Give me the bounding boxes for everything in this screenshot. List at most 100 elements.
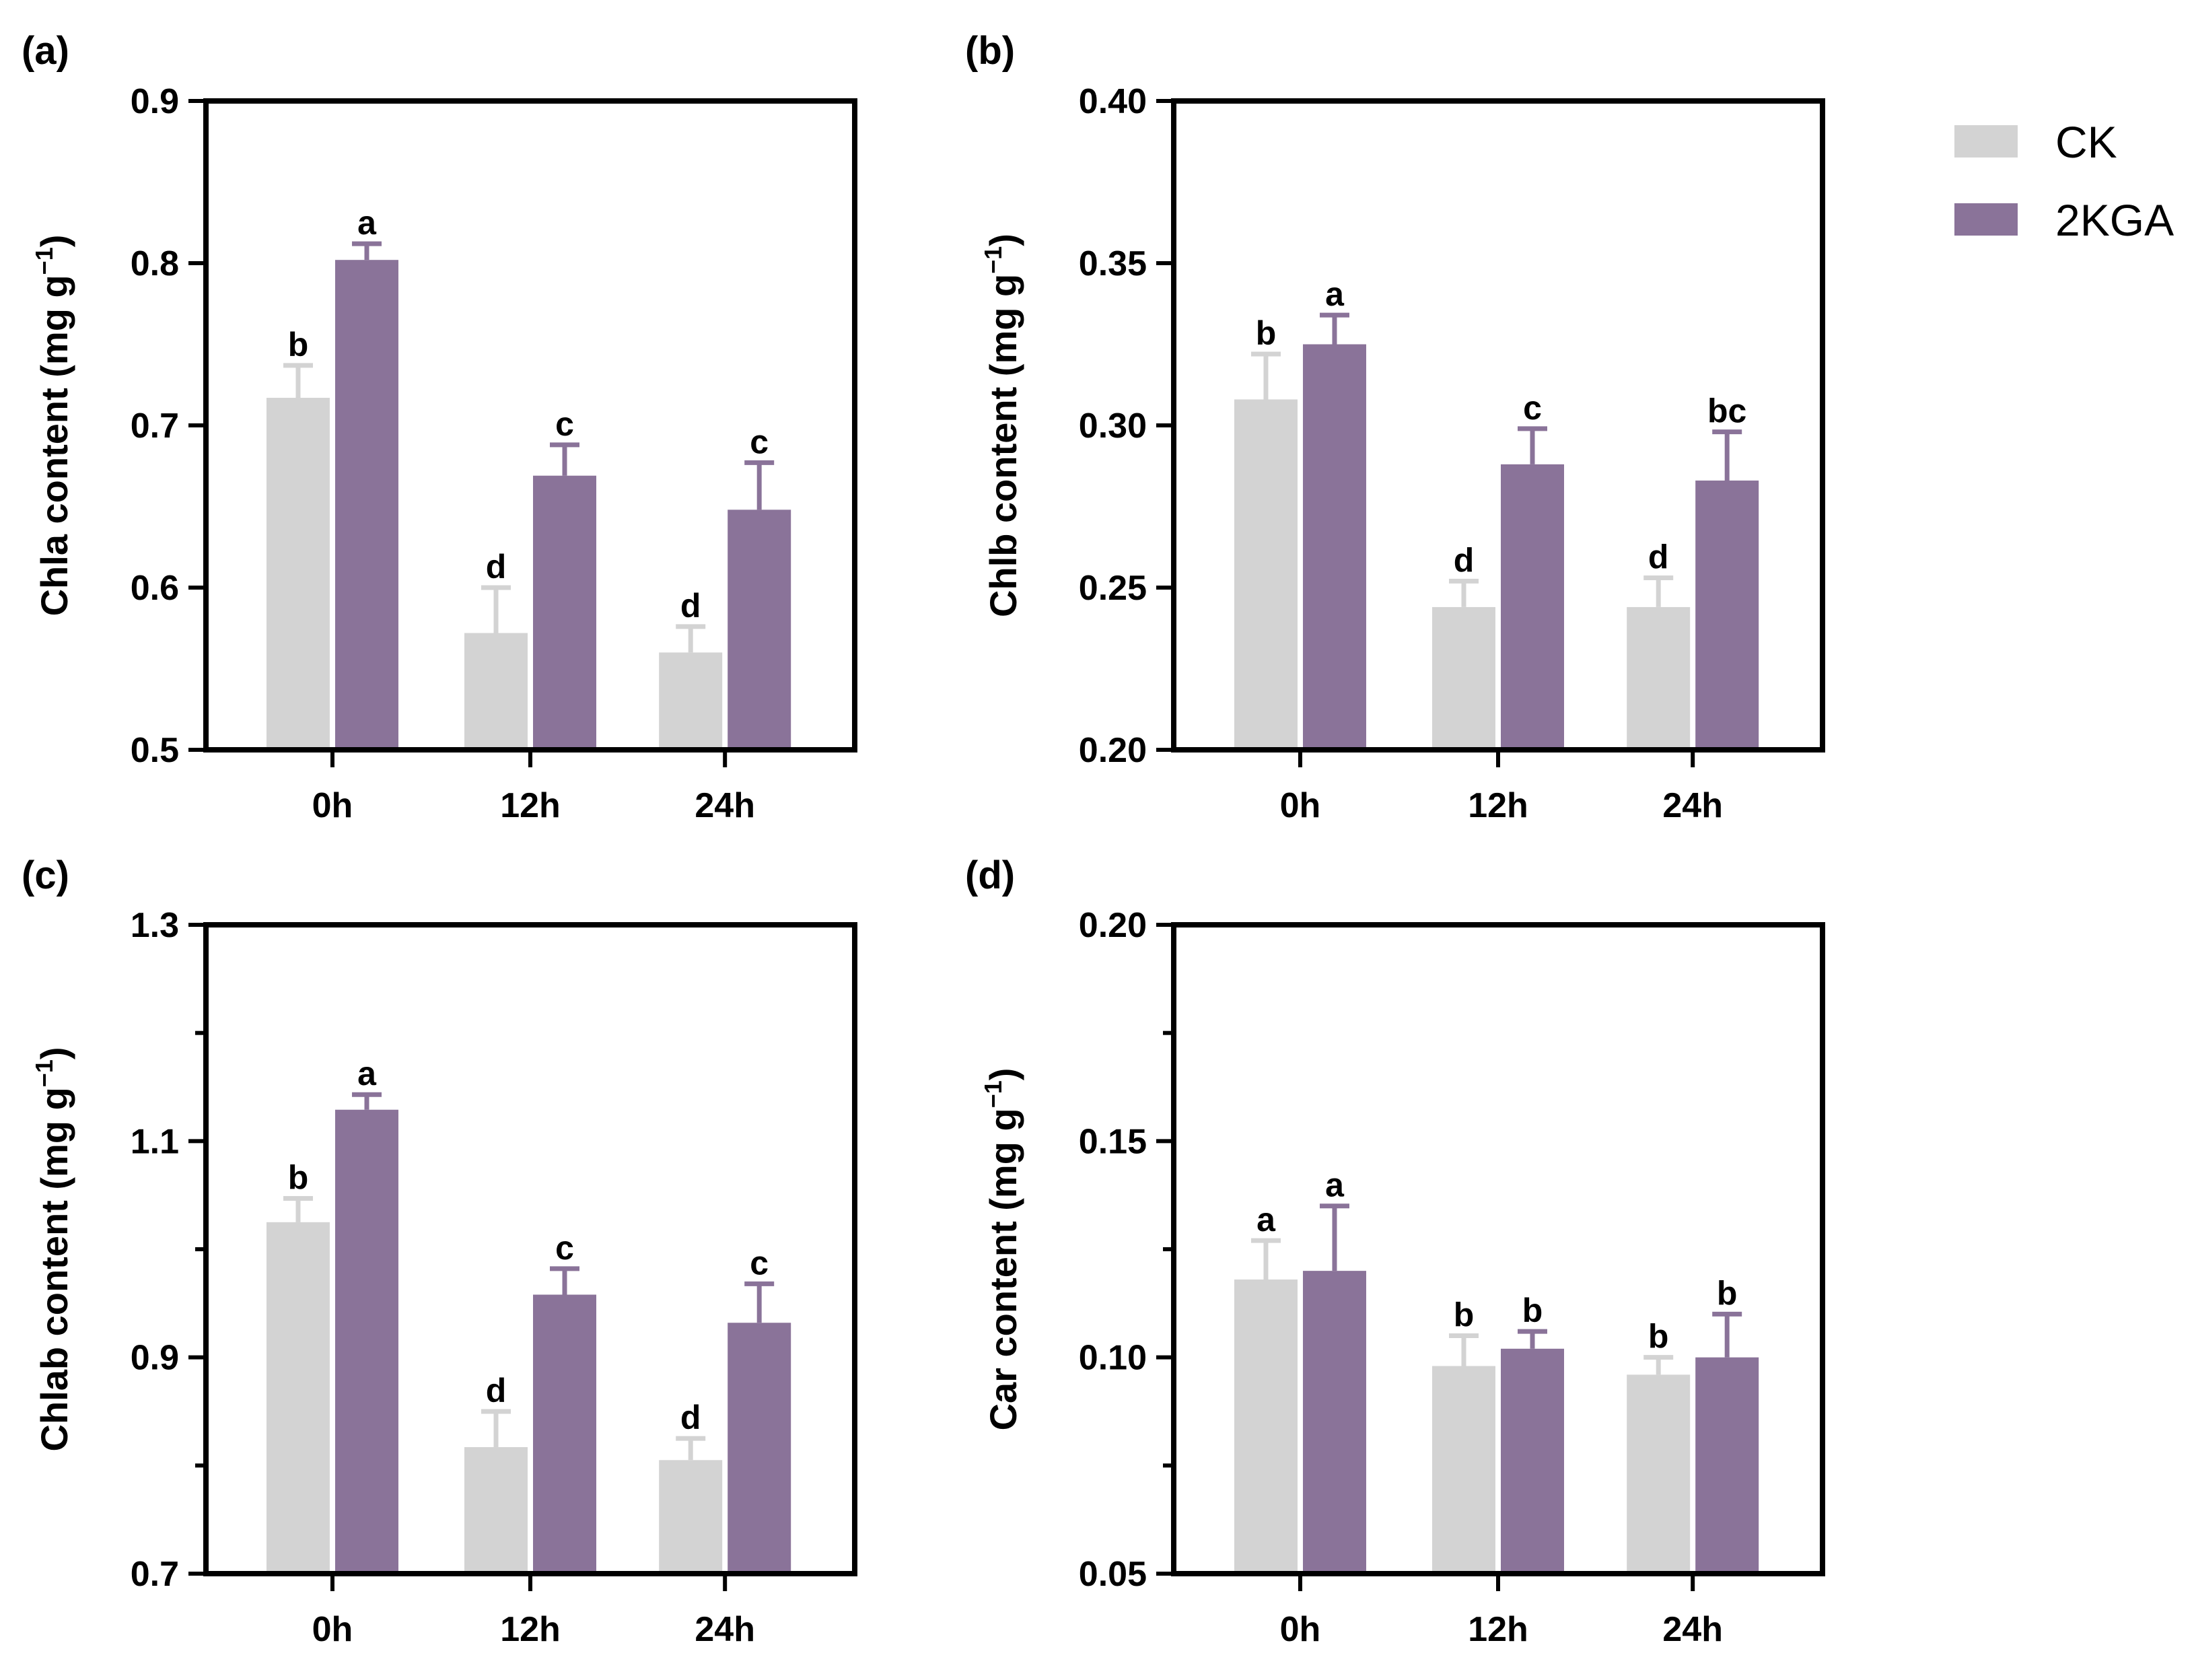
significance-letter: c	[1523, 389, 1542, 427]
bar-2kga-0h	[1302, 1271, 1366, 1574]
bar-ck-0h	[266, 398, 330, 750]
significance-letter: b	[288, 1158, 309, 1196]
significance-letter: a	[1325, 275, 1345, 313]
significance-letter: bc	[1707, 392, 1746, 430]
y-tick-label: 1.3	[131, 906, 179, 945]
bar-ck-12h	[464, 1447, 528, 1574]
bar-2kga-0h	[334, 260, 398, 750]
y-tick-label: 0.15	[1079, 1122, 1147, 1161]
y-axis-title-superscript: −1	[979, 246, 1007, 274]
bar-2kga-12h	[1501, 464, 1564, 750]
y-axis-title-superscript: −1	[979, 1080, 1007, 1108]
y-tick-label: 0.7	[131, 1555, 179, 1594]
bar-ck-12h	[1432, 606, 1495, 750]
legend-swatch-2kga	[1954, 203, 2018, 236]
significance-letter: d	[486, 1372, 507, 1409]
bar-2kga-12h	[533, 1294, 596, 1574]
x-tick-label: 24h	[695, 786, 755, 825]
significance-letter: b	[1256, 314, 1277, 352]
y-axis-title: Chlb content (mg g−1)	[979, 234, 1024, 617]
bar-ck-0h	[1234, 1279, 1298, 1574]
legend: CK 2KGA	[1954, 117, 2174, 245]
x-tick-label: 0h	[1280, 786, 1321, 825]
bar-ck-24h	[1627, 1374, 1691, 1574]
x-tick-label: 24h	[1662, 1610, 1723, 1649]
y-tick-label: 0.20	[1079, 731, 1147, 770]
y-tick-label: 0.10	[1079, 1339, 1147, 1378]
y-tick-label: 0.9	[131, 1339, 179, 1378]
x-tick-label: 12h	[1468, 1610, 1528, 1649]
significance-letter: b	[1454, 1296, 1475, 1334]
y-axis-title-main: Chla content (mg g	[33, 275, 75, 616]
bar-ck-12h	[464, 633, 528, 750]
y-axis-title-main: Car content (mg g	[982, 1108, 1024, 1430]
y-tick-label: 0.9	[131, 82, 179, 121]
panel-label: (b)	[965, 29, 1015, 73]
y-tick-label: 0.35	[1079, 244, 1147, 283]
significance-letter: d	[1454, 541, 1475, 579]
bar-2kga-12h	[533, 475, 596, 750]
legend-label-ck: CK	[2055, 117, 2117, 167]
significance-letter: a	[1325, 1166, 1345, 1204]
bar-2kga-0h	[1302, 344, 1366, 750]
x-tick-label: 12h	[1468, 786, 1528, 825]
y-axis-title-main: Chlb content (mg g	[982, 274, 1024, 617]
significance-letter: a	[357, 1055, 377, 1092]
bar-ck-24h	[1627, 606, 1691, 750]
significance-letter: b	[1648, 1318, 1669, 1356]
panel-label: (a)	[22, 29, 69, 73]
plot-frame	[203, 922, 857, 1576]
chart-panels: (a) b a 0h d c 12h d c 24h 0.5 0.6 0.7 0.8 0.9 Chla con…	[22, 29, 1825, 1649]
x-tick-label: 24h	[695, 1610, 755, 1649]
x-tick-label: 0h	[312, 1610, 353, 1649]
bar-2kga-24h	[1695, 480, 1759, 750]
significance-letter: d	[680, 587, 701, 625]
y-tick-label: 0.7	[131, 407, 179, 446]
panel-label: (d)	[965, 853, 1015, 897]
bar-2kga-24h	[728, 1323, 791, 1574]
bar-2kga-24h	[1695, 1357, 1759, 1574]
plot-frame	[203, 98, 857, 753]
y-tick-label: 0.40	[1079, 82, 1147, 121]
bar-ck-24h	[659, 1460, 723, 1574]
y-axis-title-main: Chlab content (mg g	[33, 1087, 75, 1451]
significance-letter: c	[555, 1229, 574, 1267]
y-tick-label: 0.20	[1079, 906, 1147, 945]
significance-letter: b	[288, 326, 309, 363]
y-tick-label: 1.1	[131, 1122, 179, 1161]
y-axis-title: Chla content (mg g−1)	[30, 235, 75, 617]
y-axis-title-close: )	[982, 1068, 1024, 1081]
bar-2kga-12h	[1501, 1348, 1564, 1574]
legend-label-2kga: 2KGA	[2055, 195, 2174, 245]
chart-panel-3: (d) a a 0h b b 12h b b 24h 0.05 0.10 0.15 0.20 Car con…	[965, 853, 1825, 1649]
significance-letter: c	[555, 405, 574, 443]
y-tick-label: 0.6	[131, 569, 179, 608]
legend-swatch-ck	[1954, 125, 2018, 158]
bar-2kga-24h	[728, 510, 791, 750]
y-axis-title-superscript: −1	[30, 247, 58, 275]
bar-ck-0h	[266, 1222, 330, 1574]
significance-letter: d	[680, 1399, 701, 1436]
significance-letter: d	[1648, 538, 1669, 576]
x-tick-label: 12h	[500, 1610, 561, 1649]
plot-frame	[1171, 98, 1825, 753]
y-axis-title-close: )	[33, 1047, 75, 1060]
chart-panel-2: (c) b a 0h d c 12h d c 24h 0.7 0.9 1.1 1.3 Chlab conte…	[22, 853, 857, 1649]
chart-panel-1: (b) b a 0h d c 12h d bc 24h 0.20 0.25 0.30 0.35 0.40 Ch…	[965, 29, 1825, 825]
significance-letter: c	[750, 1244, 769, 1282]
y-axis-title-close: )	[33, 235, 75, 248]
y-tick-label: 0.05	[1079, 1555, 1147, 1594]
x-tick-label: 12h	[500, 786, 561, 825]
y-tick-label: 0.8	[131, 244, 179, 283]
y-tick-label: 0.5	[131, 731, 179, 770]
significance-letter: b	[1522, 1292, 1543, 1329]
x-tick-label: 24h	[1662, 786, 1723, 825]
plot-frame	[1171, 922, 1825, 1576]
x-tick-label: 0h	[1280, 1610, 1321, 1649]
significance-letter: a	[1257, 1201, 1276, 1238]
y-axis-title-superscript: −1	[30, 1059, 58, 1087]
bar-ck-24h	[659, 652, 723, 750]
y-tick-label: 0.25	[1079, 569, 1147, 608]
y-axis-title-close: )	[982, 234, 1024, 246]
